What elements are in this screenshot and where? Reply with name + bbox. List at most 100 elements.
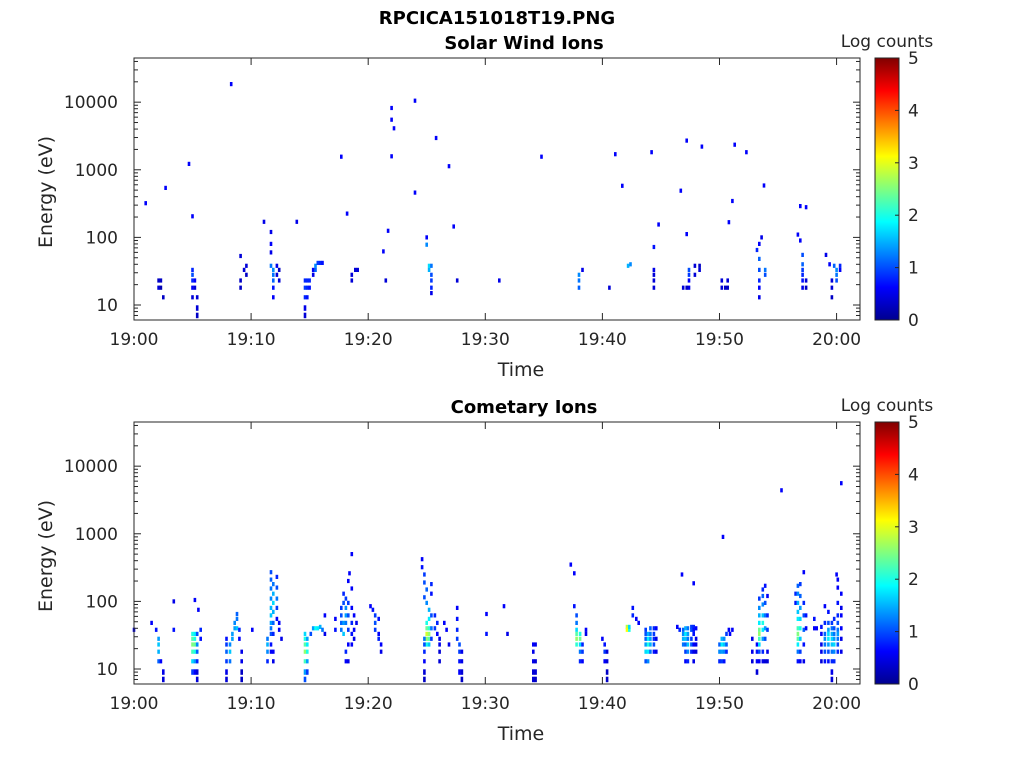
- heatmap-cell: [344, 605, 348, 610]
- heatmap-cell: [242, 267, 246, 272]
- heatmap-cell: [722, 636, 726, 641]
- heatmap-cell: [191, 659, 194, 664]
- heatmap-cell: [423, 669, 426, 675]
- heatmap-cell: [303, 676, 307, 683]
- heatmap-cell: [321, 260, 324, 265]
- heatmap-cell: [430, 636, 433, 641]
- heatmap-cell: [836, 649, 840, 654]
- heatmap-cell: [655, 636, 658, 641]
- heatmap-cell: [423, 642, 426, 647]
- heatmap-cell: [275, 263, 279, 268]
- heatmap-cell: [350, 605, 354, 610]
- heatmap-cell: [830, 285, 834, 290]
- heatmap-cell: [318, 260, 322, 265]
- heatmap-cell: [830, 642, 834, 647]
- heatmap-cell: [455, 605, 459, 610]
- heatmap-cell: [836, 585, 840, 590]
- heatmap-cell: [652, 267, 656, 272]
- heatmap-cell: [306, 295, 309, 300]
- heatmap-cell: [840, 591, 843, 596]
- heatmap-cell: [314, 267, 317, 272]
- heatmap-cell: [649, 631, 652, 636]
- heatmap-cell: [269, 229, 273, 235]
- heatmap-cell: [725, 649, 728, 654]
- heatmap-cell: [644, 649, 647, 654]
- heatmap-cell: [311, 267, 315, 272]
- heatmap-cell: [269, 586, 273, 591]
- figure-title: RPCICA151018T19.PNG: [379, 8, 615, 29]
- heatmap-cell: [306, 669, 309, 675]
- heatmap-cell: [820, 649, 823, 654]
- heatmap-cell: [172, 627, 176, 632]
- heatmap-cell: [438, 636, 441, 641]
- heatmap-cell: [427, 642, 431, 647]
- heatmap-cell: [371, 607, 375, 612]
- heatmap-cell: [423, 659, 426, 664]
- heatmap-cell: [751, 649, 754, 654]
- heatmap-cell: [275, 272, 279, 277]
- heatmap-cell: [269, 605, 273, 610]
- heatmap-cell: [379, 649, 383, 654]
- heatmap-cell: [277, 278, 281, 283]
- heatmap-cell: [275, 574, 279, 579]
- heatmap-cell: [228, 659, 232, 664]
- heatmap-cell: [309, 631, 313, 636]
- colorbar-label: Log counts: [841, 396, 934, 416]
- heatmap-cell: [830, 295, 834, 300]
- heatmap-cell: [532, 642, 535, 647]
- heatmap-cell: [799, 238, 802, 243]
- heatmap-cell: [755, 247, 759, 253]
- heatmap-cell: [425, 636, 428, 641]
- heatmap-cell: [676, 624, 679, 629]
- heatmap-cell: [728, 631, 732, 636]
- heatmap-cell: [303, 649, 307, 654]
- heatmap-cell: [340, 613, 343, 618]
- heatmap-cell: [794, 600, 797, 605]
- heatmap-cell: [193, 597, 197, 603]
- heatmap-cell: [575, 636, 578, 641]
- heatmap-cell: [687, 285, 691, 290]
- heatmap-cell: [820, 642, 823, 647]
- heatmap-cell: [692, 627, 695, 632]
- heatmap-cell: [193, 631, 197, 636]
- heatmap-cell: [197, 607, 200, 612]
- colorbar-tick-label: 5: [908, 49, 919, 69]
- y-axis-label: Energy (eV): [35, 136, 57, 248]
- heatmap-cell: [272, 609, 275, 614]
- y-tick-label: 10: [96, 660, 118, 680]
- heatmap-cell: [836, 631, 840, 636]
- heatmap-cell: [832, 642, 836, 647]
- heatmap-cell: [157, 278, 160, 283]
- heatmap-cell: [698, 267, 701, 272]
- heatmap-cell: [766, 659, 769, 664]
- heatmap-cell: [334, 616, 337, 621]
- heatmap-cell: [384, 278, 388, 283]
- heatmap-cell: [686, 649, 690, 654]
- heatmap-cell: [801, 252, 804, 257]
- heatmap-cell: [425, 642, 428, 647]
- heatmap-cell: [802, 659, 806, 664]
- colorbar-tick-label: 5: [908, 413, 919, 433]
- colorbar-tick-label: 3: [908, 518, 919, 538]
- heatmap-cell: [685, 232, 688, 237]
- heatmap-cell: [344, 620, 348, 625]
- heatmap-cell: [684, 659, 687, 664]
- heatmap-cell: [356, 267, 359, 272]
- heatmap-cell: [425, 242, 428, 247]
- heatmap-cell: [225, 642, 228, 647]
- heatmap-cell: [413, 190, 417, 195]
- heatmap-cell: [758, 605, 761, 610]
- heatmap-cell: [694, 649, 698, 654]
- heatmap-cell: [830, 636, 834, 641]
- colorbar-tick-label: 3: [908, 154, 919, 174]
- heatmap-cell: [269, 613, 273, 618]
- heatmap-cell: [228, 642, 232, 647]
- heatmap-cell: [758, 642, 761, 647]
- heatmap-cell: [272, 295, 275, 300]
- heatmap-cell: [761, 636, 765, 641]
- heatmap-cell: [193, 649, 197, 654]
- heatmap-cell: [164, 185, 167, 190]
- heatmap-cell: [347, 627, 350, 632]
- heatmap-cell: [796, 636, 800, 641]
